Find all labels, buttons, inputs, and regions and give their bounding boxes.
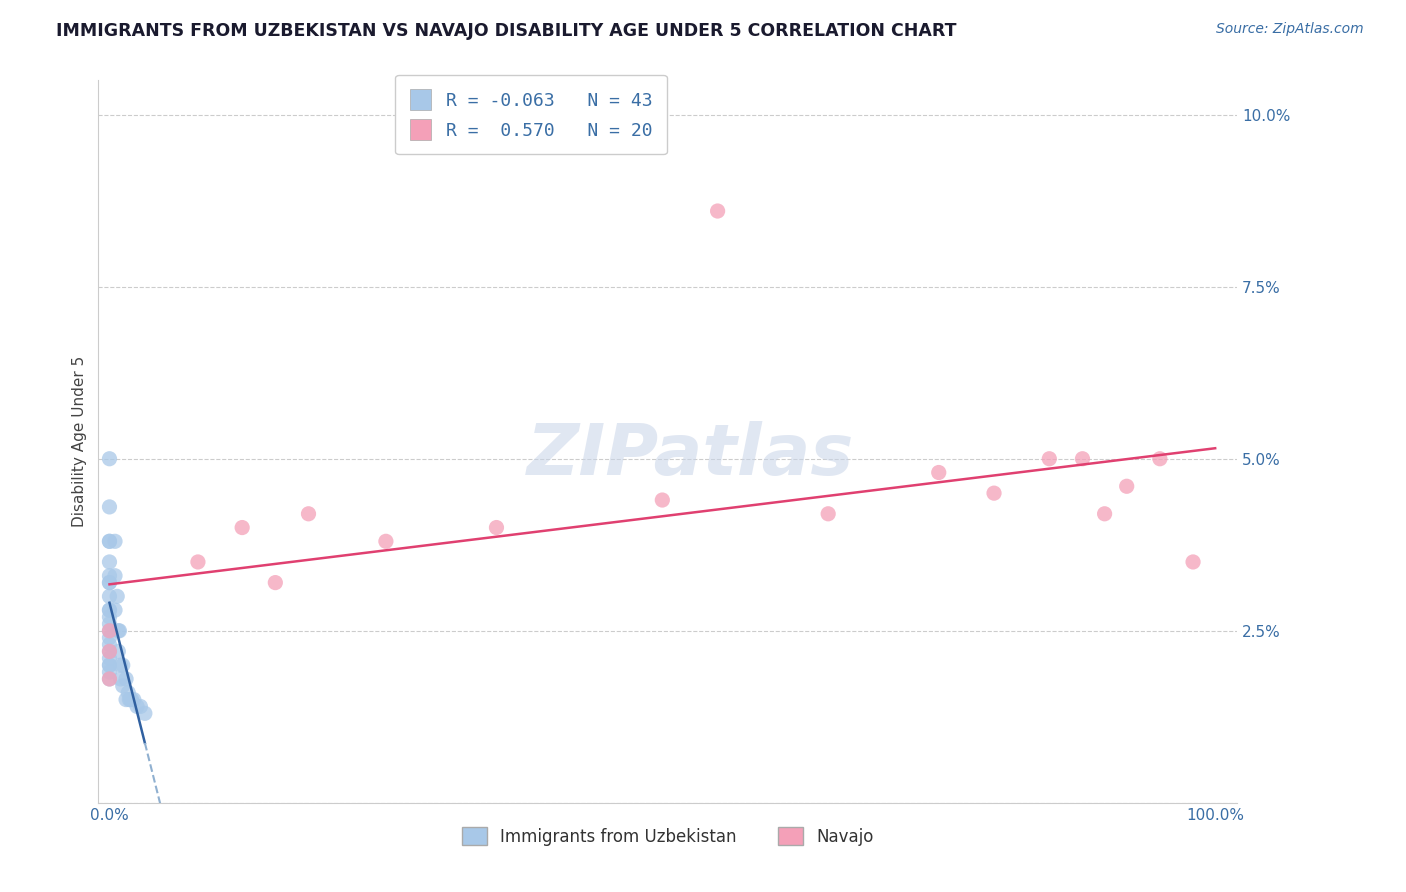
Point [651, 493, 673, 508]
Point [107, 624, 129, 638]
Text: IMMIGRANTS FROM UZBEKISTAN VS NAVAJO DISABILITY AGE UNDER 5 CORRELATION CHART: IMMIGRANTS FROM UZBEKISTAN VS NAVAJO DIS… [56, 22, 956, 40]
Point [108, 624, 131, 638]
Point [104, 534, 127, 549]
Point [98, 638, 121, 652]
Point [110, 658, 132, 673]
Point [374, 534, 396, 549]
Point [129, 699, 152, 714]
Point [817, 507, 839, 521]
Point [98, 603, 121, 617]
Point [98, 451, 121, 466]
Point [127, 699, 149, 714]
Point [98, 665, 121, 679]
Point [120, 692, 142, 706]
Point [98, 651, 121, 665]
Point [134, 706, 156, 721]
Point [98, 610, 121, 624]
Y-axis label: Disability Age Under 5: Disability Age Under 5 [72, 356, 87, 527]
Point [1182, 555, 1205, 569]
Point [122, 692, 145, 706]
Text: ZIPatlas: ZIPatlas [527, 422, 855, 491]
Point [98, 603, 121, 617]
Text: Source: ZipAtlas.com: Source: ZipAtlas.com [1216, 22, 1364, 37]
Point [98, 644, 121, 658]
Point [98, 534, 121, 549]
Point [1094, 507, 1116, 521]
Point [264, 575, 287, 590]
Point [983, 486, 1005, 500]
Point [98, 568, 121, 582]
Point [98, 534, 121, 549]
Point [1149, 451, 1171, 466]
Point [105, 590, 128, 604]
Point [1071, 451, 1094, 466]
Point [117, 686, 139, 700]
Point [111, 658, 134, 673]
Point [98, 555, 121, 569]
Point [115, 672, 138, 686]
Point [98, 658, 121, 673]
Point [98, 672, 121, 686]
Point [98, 590, 121, 604]
Point [107, 644, 129, 658]
Point [98, 658, 121, 673]
Point [98, 631, 121, 645]
Point [118, 692, 141, 706]
Point [485, 520, 508, 534]
Point [98, 616, 121, 631]
Point [1115, 479, 1137, 493]
Point [121, 692, 143, 706]
Point [98, 575, 121, 590]
Point [104, 568, 127, 582]
Point [98, 624, 121, 638]
Point [98, 672, 121, 686]
Point [98, 644, 121, 658]
Point [104, 603, 127, 617]
Point [231, 520, 253, 534]
Point [110, 672, 132, 686]
Point [187, 555, 209, 569]
Point [1038, 451, 1060, 466]
Point [706, 204, 728, 219]
Point [111, 679, 134, 693]
Point [98, 624, 121, 638]
Point [98, 500, 121, 514]
Point [297, 507, 319, 521]
Point [98, 575, 121, 590]
Point [928, 466, 950, 480]
Point [115, 692, 138, 706]
Legend: Immigrants from Uzbekistan, Navajo: Immigrants from Uzbekistan, Navajo [456, 821, 880, 852]
